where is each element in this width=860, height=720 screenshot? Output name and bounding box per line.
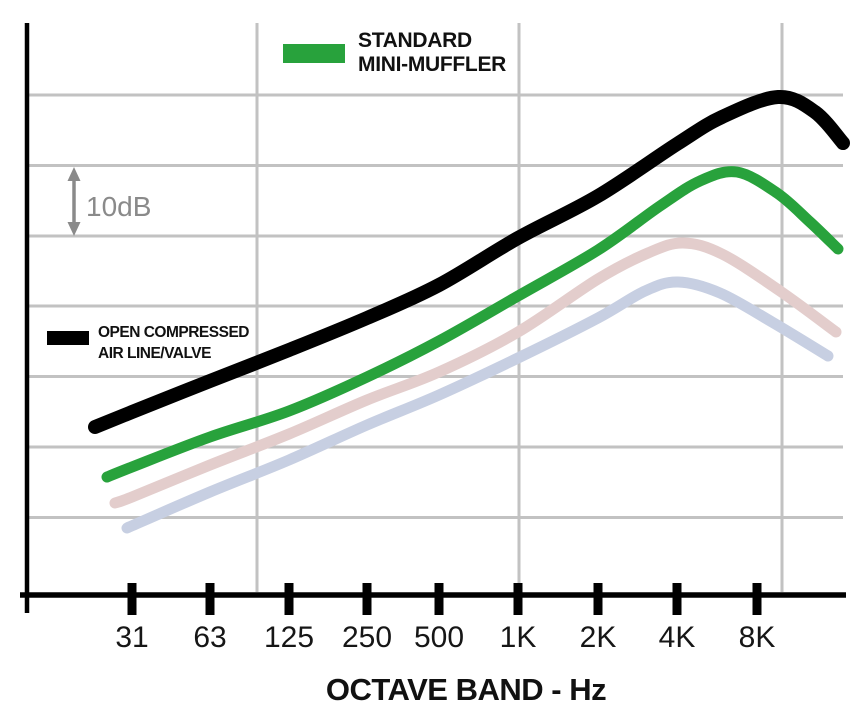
legend-open-compressed-air-line: OPEN COMPRESSED AIR LINE/VALVE bbox=[47, 324, 250, 362]
x-tick-label: 1K bbox=[500, 621, 537, 654]
x-axis-title: OCTAVE BAND - Hz bbox=[326, 672, 606, 707]
legend-green-swatch bbox=[283, 44, 345, 63]
x-tick bbox=[513, 583, 523, 615]
gridlines bbox=[28, 23, 843, 592]
x-tick bbox=[434, 583, 444, 615]
x-tick-label: 63 bbox=[193, 621, 226, 654]
legend-left-line1: OPEN COMPRESSED bbox=[98, 324, 249, 341]
db-scale-arrowhead-up-icon bbox=[67, 167, 81, 181]
db-scale-label: 10dB bbox=[86, 191, 151, 222]
db-scale-indicator: 10dB bbox=[67, 167, 151, 236]
curve-unlabeled-blue bbox=[121, 276, 834, 534]
x-tick bbox=[205, 583, 215, 615]
x-tick-label: 4K bbox=[659, 621, 696, 654]
x-tick-label: 125 bbox=[264, 621, 314, 654]
db-scale-arrowhead-down-icon bbox=[67, 222, 81, 236]
x-tick bbox=[752, 583, 762, 615]
x-tick bbox=[672, 583, 682, 615]
curve-open-air-line bbox=[88, 89, 850, 434]
x-axis-ticks bbox=[127, 583, 762, 615]
x-tick bbox=[127, 583, 137, 615]
x-tick bbox=[284, 583, 294, 615]
x-tick-label: 500 bbox=[414, 621, 464, 654]
axes bbox=[20, 23, 846, 613]
legend-top-line2: MINI-MUFFLER bbox=[358, 53, 506, 76]
x-tick bbox=[362, 583, 372, 615]
curve-standard-mini-muffler bbox=[101, 166, 844, 483]
x-axis-tick-labels: 31 63 125 250 500 1K 2K 4K 8K bbox=[115, 621, 775, 654]
x-tick-label: 8K bbox=[739, 621, 776, 654]
legend-top-line1: STANDARD bbox=[358, 29, 472, 52]
series-curves bbox=[88, 89, 850, 534]
legend-standard-mini-muffler: STANDARD MINI-MUFFLER bbox=[283, 29, 506, 76]
legend-black-swatch bbox=[47, 331, 89, 345]
x-tick-label: 31 bbox=[115, 621, 148, 654]
curve-unlabeled-pink bbox=[109, 237, 842, 509]
x-tick bbox=[593, 583, 603, 615]
legend-left-line2: AIR LINE/VALVE bbox=[98, 345, 211, 362]
x-tick-label: 2K bbox=[580, 621, 617, 654]
x-tick-label: 250 bbox=[342, 621, 392, 654]
